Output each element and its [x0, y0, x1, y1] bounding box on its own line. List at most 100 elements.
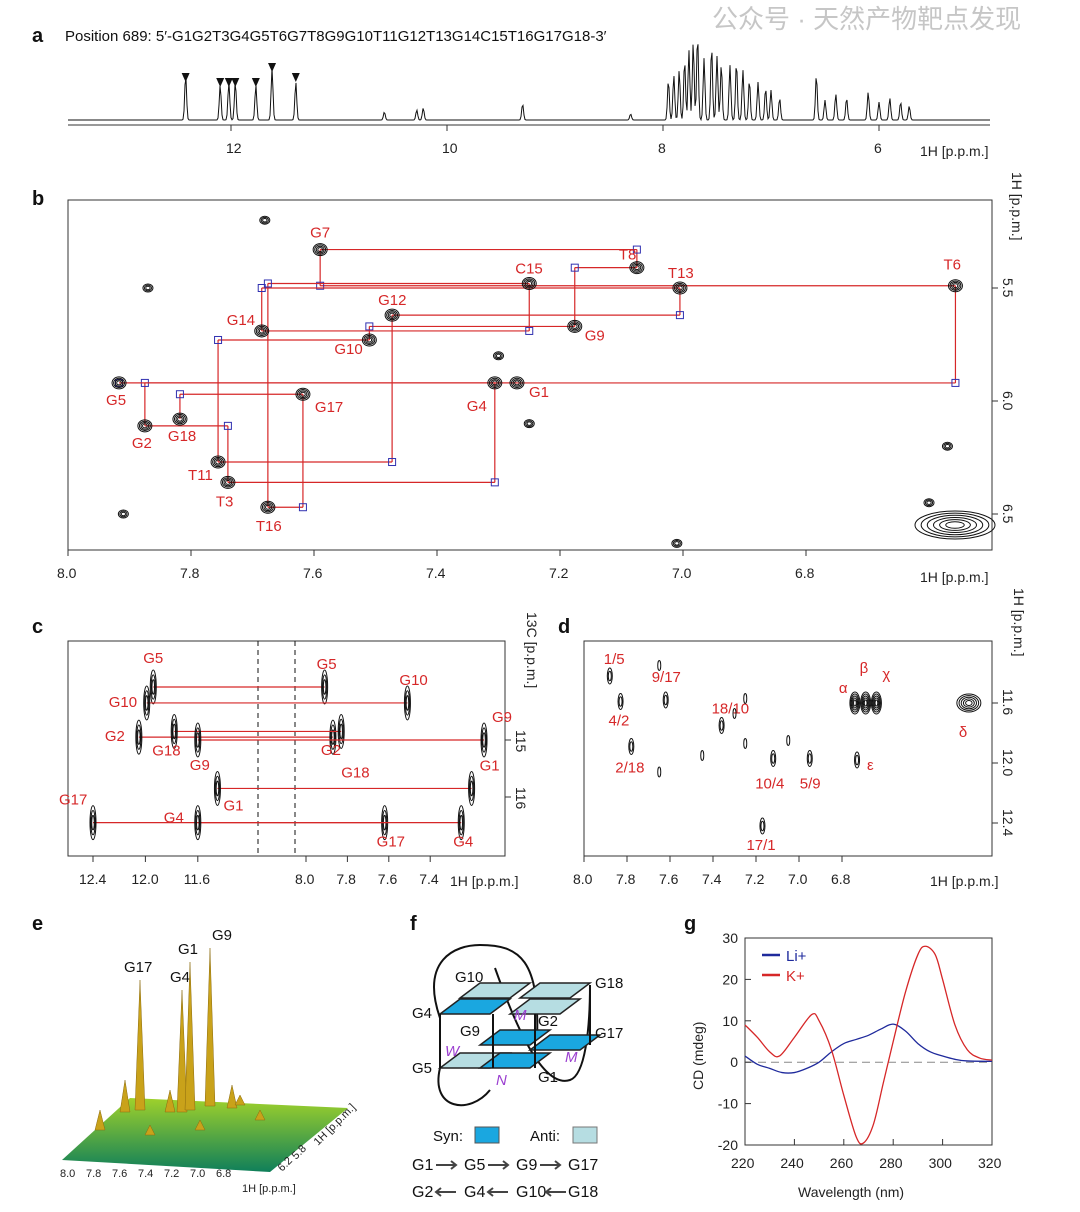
x-tick-label: 12.0: [131, 871, 158, 887]
arrow-left-icon: [544, 1187, 566, 1197]
nmr-peak: [924, 499, 934, 507]
nmr-peak: [173, 413, 186, 425]
noesy-peak: [850, 693, 860, 713]
nmr-peak: [300, 391, 306, 397]
nmr-peak: [671, 538, 683, 548]
hmbc-peak: [403, 685, 411, 721]
x-axis-label: 1H [p.p.m.]: [242, 1183, 296, 1195]
x-tick-label: 260: [830, 1155, 854, 1171]
peak-label-G2: G2: [132, 435, 152, 452]
nmr-peak: [215, 459, 221, 465]
nmr-peak: [257, 327, 267, 335]
left-label-G5: G5: [143, 650, 163, 667]
peak-label: α: [839, 680, 848, 697]
left-label-G18: G18: [152, 742, 180, 759]
peak-spike: [184, 961, 196, 1111]
noesy-peak: [851, 695, 859, 711]
loop-strand: [437, 1067, 491, 1107]
nmr-peak: [523, 419, 535, 429]
base-label-G9: G9: [460, 1023, 480, 1040]
nmr-peak: [111, 376, 127, 390]
crosspeak-marker: [298, 503, 307, 512]
noesy-peak: [872, 695, 881, 711]
nmr-peak: [493, 351, 504, 361]
x-tick-label: 12: [226, 140, 242, 156]
nmr-peak: [632, 263, 642, 272]
g-quartet-base: [507, 998, 583, 1015]
x-tick-label: 7.6: [112, 1168, 127, 1180]
peak-label-G18: G18: [168, 428, 196, 445]
nmr-peak: [941, 441, 953, 451]
nmr-peak: [947, 279, 963, 293]
left-label-G9: G9: [190, 757, 210, 774]
watermark: 公众号 · 天然产物靶点发现: [712, 4, 1021, 34]
nmr-peak: [138, 420, 151, 432]
nmr-peak: [511, 377, 523, 389]
x-tick-label: 12.4: [79, 871, 106, 887]
noesy-peak: [760, 820, 765, 832]
crosspeak-marker: [570, 263, 579, 272]
y-tick-label: -20: [718, 1137, 738, 1153]
x-tick-label: 7.6: [659, 871, 679, 887]
nmr-peak: [630, 262, 643, 273]
y-tick-label: 12.4: [1000, 809, 1016, 836]
x-tick-label: 7.4: [138, 1168, 153, 1180]
peak-label-G4: G4: [467, 398, 487, 415]
noesy-peak: [852, 697, 858, 709]
sequence-title: Position 689: 5′-G1G2T3G4G5T6G7T8G9G10T1…: [65, 28, 607, 45]
nmr-peak: [570, 322, 580, 331]
panel-g-cd-chart: 220 240 260 280 300 320 -20 -10 0 10 20 30 Li+ K+: [718, 930, 1002, 1171]
nmr-peak: [120, 511, 126, 517]
hmbc-peak: [149, 669, 157, 705]
peak-spike: [254, 1109, 266, 1121]
noesy-peak: [861, 693, 871, 713]
cd-xlabel: Wavelength (nm): [798, 1184, 904, 1200]
nmr-peak: [116, 380, 122, 386]
peak-marker-arrowhead-icon: [268, 63, 277, 72]
noesy-peak: [855, 754, 860, 766]
noesy-peak: [718, 717, 725, 734]
noesy-peak: [849, 691, 861, 715]
nmr-peak: [672, 540, 681, 547]
peak-marker-arrowhead-icon: [224, 78, 233, 87]
base-label-G2: G2: [538, 1013, 558, 1030]
peak-label: 9/17: [652, 669, 681, 686]
cd-series-line-k: [744, 945, 993, 1145]
x-tick-label: 7.2: [164, 1168, 179, 1180]
g-quartet-base: [437, 998, 513, 1015]
base-label-G17: G17: [595, 1025, 623, 1042]
hmbc-peak: [91, 814, 95, 831]
peak-spike: [94, 1109, 106, 1131]
x-tick-label: 7.4: [702, 871, 722, 887]
nmr-peak: [387, 311, 397, 319]
left-label-G10: G10: [109, 694, 137, 711]
hmbc-peak: [90, 810, 96, 836]
g-quartet-base: [517, 982, 593, 999]
loop-label: M: [565, 1049, 578, 1066]
nmr-peak: [140, 422, 150, 430]
nmr-peak: [944, 443, 951, 449]
y-tick-label: 12.0: [1000, 749, 1016, 776]
hmbc-peak: [482, 732, 486, 748]
nmr-peak: [114, 379, 124, 387]
noesy-peak: [719, 720, 724, 731]
noesy-peak: [657, 660, 662, 671]
arrow-right-icon: [488, 1160, 510, 1170]
hmbc-peak: [459, 814, 464, 831]
right-label-G2: G2: [321, 742, 341, 759]
hmbc-peak: [143, 685, 151, 721]
nmr-peak: [295, 387, 311, 401]
panel-e-3d-spectrum: G17 G4 G1 G9 8.0 7.8 7.6 7.4 7.2 7.0 6.8 1H [p.p.m.…: [60, 927, 358, 1195]
peak-label: β: [860, 660, 869, 677]
nmr-peak: [567, 319, 583, 333]
nmr-peak: [142, 423, 148, 429]
panel-a-label: a: [32, 25, 44, 47]
nmr-peak: [314, 244, 327, 255]
nmr-peak: [490, 379, 500, 387]
order-label: G17: [568, 1157, 598, 1174]
y-tick-label: 116: [513, 787, 529, 810]
hmbc-peak: [329, 719, 337, 755]
peak-label-G14: G14: [227, 312, 255, 329]
panel-a-spectrum: 12 10 8 6: [68, 44, 990, 156]
noesy-peak: [771, 753, 776, 764]
